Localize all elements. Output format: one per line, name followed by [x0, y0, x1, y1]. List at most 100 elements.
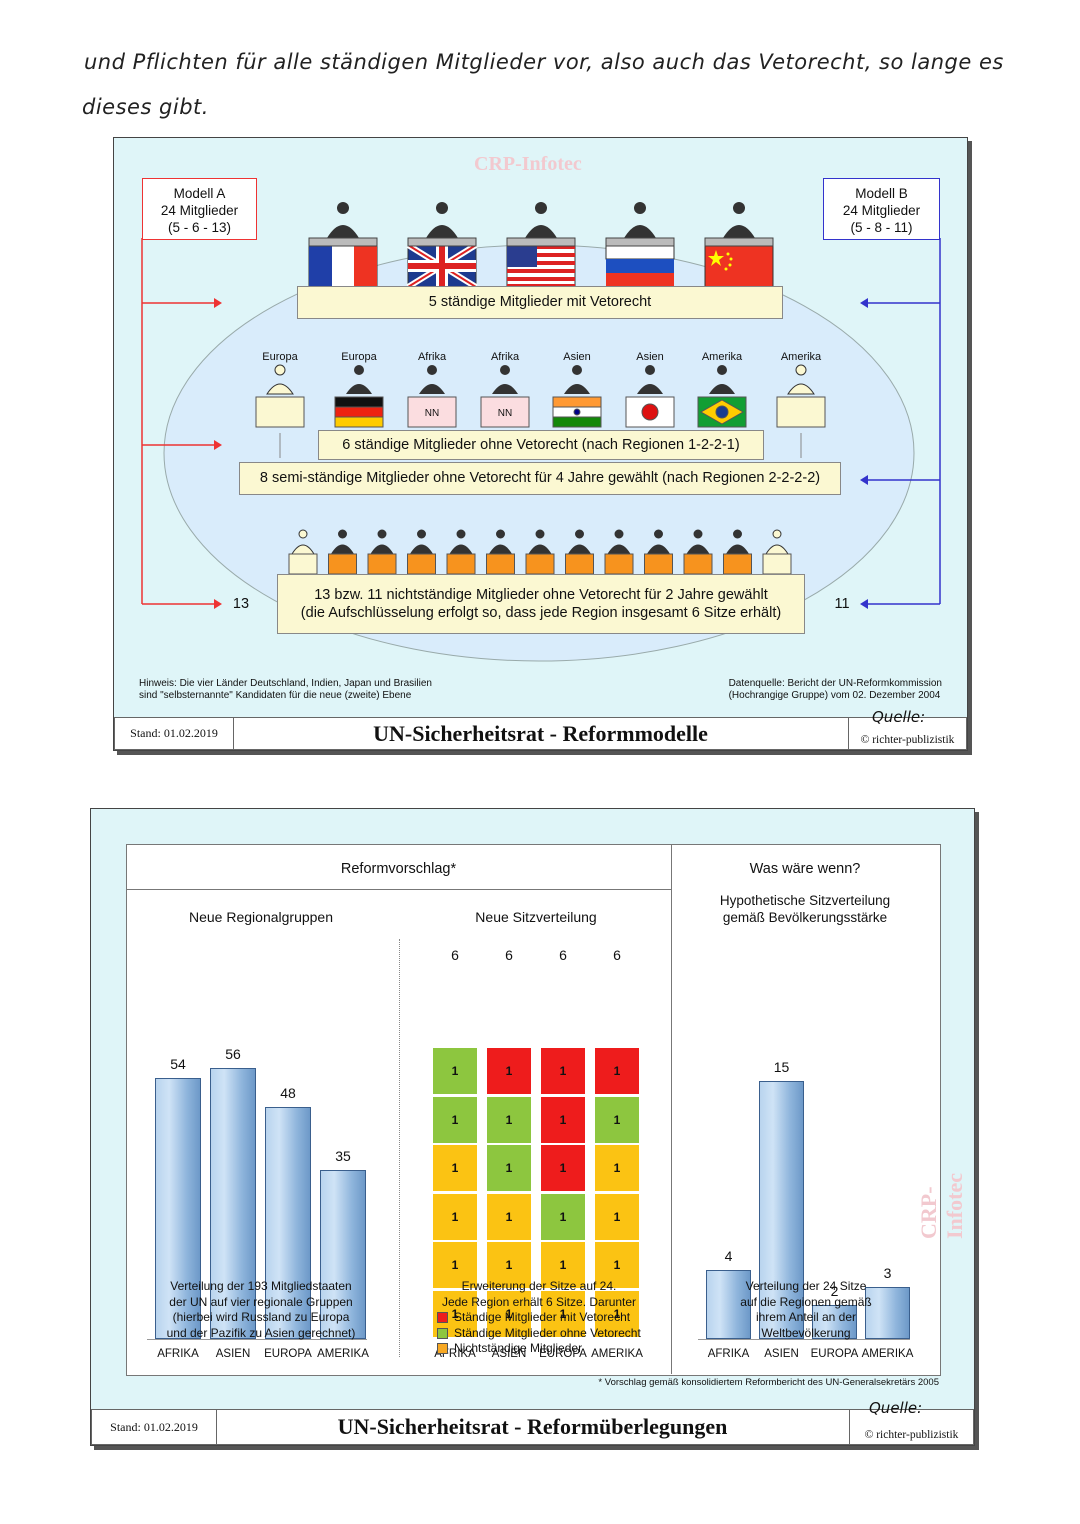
count-model-b: 11 — [834, 596, 850, 612]
chart-plot-area: 54 AFRIKA 56 ASIEN 48 EUROPA 35 AMERIKA — [126, 899, 396, 1360]
divider-vertical — [671, 844, 672, 1374]
legend-line: Jede Region erhält 6 Sitze. Darunter — [441, 1294, 637, 1309]
bar — [865, 1287, 910, 1339]
nonpermanent-seat — [644, 529, 673, 575]
seat-cell: 1 — [541, 1145, 585, 1191]
hint-line-2: sind "selbsternannte" Kandidaten für die… — [139, 690, 412, 701]
flag-japan — [625, 396, 675, 428]
reform-models-panel: CRP-Infotec — [113, 137, 968, 751]
flag-uk — [406, 242, 478, 290]
legend-swatch — [437, 1343, 448, 1355]
region-label: Afrika — [490, 351, 520, 363]
handwritten-line-2: dieses gibt. — [82, 95, 209, 119]
count-model-a: 13 — [232, 596, 250, 612]
x-tick-label: ASIEN — [215, 1348, 251, 1360]
note-line: Verteilung der 193 Mitgliedstaaten — [170, 1279, 352, 1293]
model-b-box: Modell B 24 Mitglieder (5 - 8 - 11) — [823, 178, 940, 240]
source-text: Datenquelle: Bericht der UN-Reformkommis… — [729, 678, 942, 702]
panel2-footer: Stand: 01.02.2019 UN-Sicherheitsrat - Re… — [91, 1409, 974, 1445]
bar-value-label: 4 — [724, 1248, 733, 1265]
stand-date: Stand: 01.02.2019 — [92, 1410, 217, 1444]
note-regional: Verteilung der 193 Mitgliedstaaten der U… — [131, 1279, 391, 1341]
legend-label: Nichtständige Mitglieder — [454, 1341, 583, 1355]
x-tick-label: AFRIKA — [157, 1348, 199, 1360]
x-tick-label: AMERIKA — [861, 1348, 914, 1360]
source-line-1: Datenquelle: Bericht der UN-Reformkommis… — [728, 678, 942, 689]
nonpermanent-seat — [723, 529, 752, 575]
note-line: auf die Regionen gemäß — [740, 1294, 872, 1309]
seat-cell: 1 — [433, 1096, 477, 1143]
note-line: Verteilung der 24 Sitze — [745, 1279, 867, 1293]
bar — [706, 1270, 751, 1339]
model-b-title: Modell B — [855, 186, 908, 201]
flag-usa — [506, 244, 576, 288]
nonpermanent-line-1: 13 bzw. 11 nichtständige Mitglieder ohne… — [314, 587, 768, 603]
bar-value-label: 3 — [883, 1265, 892, 1282]
stand-date: Stand: 01.02.2019 — [115, 718, 234, 749]
flag-russia — [605, 244, 675, 287]
x-tick-label: EUROPA — [539, 1348, 587, 1360]
region-label: Europa — [262, 351, 298, 363]
bar-value-label: 2 — [830, 1282, 839, 1299]
watermark: CRP-Infotec — [474, 153, 582, 175]
model-a-box: Modell A 24 Mitglieder (5 - 6 - 13) — [142, 178, 257, 240]
nonpermanent-seat — [683, 529, 713, 575]
region-label: Europa — [341, 351, 377, 363]
seat-cell: 1 — [541, 1193, 585, 1240]
nonpermanent-seat — [762, 529, 792, 575]
whatif-subtitle-1: Hypothetische Sitzverteilung — [719, 893, 891, 908]
model-a-members: 24 Mitglieder — [160, 203, 239, 218]
x-tick-label: EUROPA — [264, 1348, 312, 1360]
seat-cell: 1 — [541, 1290, 585, 1337]
nonpermanent-label: 13 bzw. 11 nichtständige Mitglieder ohne… — [277, 574, 805, 634]
nonpermanent-seat — [288, 529, 318, 575]
flag-germany — [334, 396, 384, 428]
chart-regional-groups: Neue Regionalgruppen 54 AFRIKA 56 ASIEN 48 EU… — [126, 899, 396, 1360]
legend-item-no-veto: Ständige Mitglieder ohne Vetorecht — [437, 1326, 669, 1342]
quelle-note: Quelle: — [872, 708, 926, 726]
column-total-label: 6 — [451, 947, 459, 963]
x-tick-label: AMERIKA — [317, 1348, 369, 1360]
legend-line: Erweiterung der Sitze auf 24. — [461, 1279, 617, 1293]
watermark-vertical: CRP-Infotec — [916, 1173, 967, 1239]
divider-dotted — [399, 939, 400, 1357]
model-b-members: 24 Mitglieder — [842, 203, 921, 218]
chart-whatif: 4 AFRIKA 15 ASIEN 2 EUROPA 3 AMERIKA — [671, 899, 939, 1360]
quelle-note: Quelle: — [869, 1399, 923, 1417]
seat-cell: 1 — [487, 1048, 531, 1094]
seat-cell: 1 — [595, 1193, 639, 1240]
seat-cell: 1 — [541, 1242, 585, 1288]
bar — [320, 1169, 366, 1339]
legend-label: Ständige Mitglieder mit Vetorecht — [454, 1310, 631, 1324]
panel-title: UN-Sicherheitsrat - Reformüberlegungen — [337, 1414, 728, 1439]
bar — [265, 1107, 311, 1339]
note-whatif: Verteilung der 24 Sitze auf die Regionen… — [676, 1279, 936, 1341]
chart-title: Neue Regionalgruppen — [189, 909, 333, 925]
chart-seat-distribution: Neue Sitzverteilung 6 1 1 1 1 1 1 AFRIKA 6 1 1 1 1 1 1… — [401, 899, 671, 1360]
semi-permanent-label: 8 semi-ständige Mitglieder ohne Vetorech… — [239, 462, 841, 495]
legend-item-nonpermanent: Nichtständige Mitglieder — [437, 1341, 669, 1357]
note-line: der UN auf vier regionale Gruppen — [169, 1294, 353, 1309]
seat-cell: 1 — [595, 1290, 639, 1337]
seat-cell: 1 — [595, 1096, 639, 1143]
nonpermanent-seat — [604, 529, 634, 575]
nn-label: NN — [424, 408, 440, 419]
inner-frame — [126, 844, 941, 1376]
region-label: Amerika — [701, 351, 743, 363]
legend-swatch — [437, 1312, 448, 1324]
permanent-no-veto-label: 6 ständige Mitglieder ohne Vetorecht (na… — [318, 430, 764, 460]
panel1-footer: Stand: 01.02.2019 UN-Sicherheitsrat - Re… — [114, 717, 967, 750]
section-reform-title: Reformvorschlag* — [340, 861, 457, 877]
region-label: Asien — [563, 351, 591, 363]
nonpermanent-line-2: (die Aufschlüsselung erfolgt so, dass je… — [300, 605, 782, 621]
seat-cell: 1 — [433, 1242, 477, 1288]
note-line: Weltbevölkerung — [761, 1325, 851, 1340]
seat-cell: 1 — [487, 1242, 531, 1288]
x-tick-label: AFRIKA — [707, 1348, 750, 1360]
section-whatif-title: Was wäre wenn? — [749, 861, 861, 877]
chart-plot-area: 4 AFRIKA 15 ASIEN 2 EUROPA 3 AMERIKA — [671, 899, 939, 1360]
seat-cell: 1 — [487, 1193, 531, 1240]
bar-value-label: 48 — [280, 1085, 296, 1101]
region-label: Amerika — [780, 351, 822, 363]
region-label: Afrika — [417, 351, 447, 363]
